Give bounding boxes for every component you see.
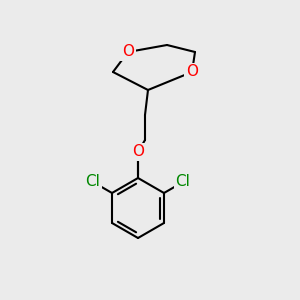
Text: Cl: Cl [176,175,190,190]
Text: O: O [186,64,198,80]
Text: O: O [132,145,144,160]
Text: Cl: Cl [85,175,100,190]
Text: O: O [122,44,134,59]
